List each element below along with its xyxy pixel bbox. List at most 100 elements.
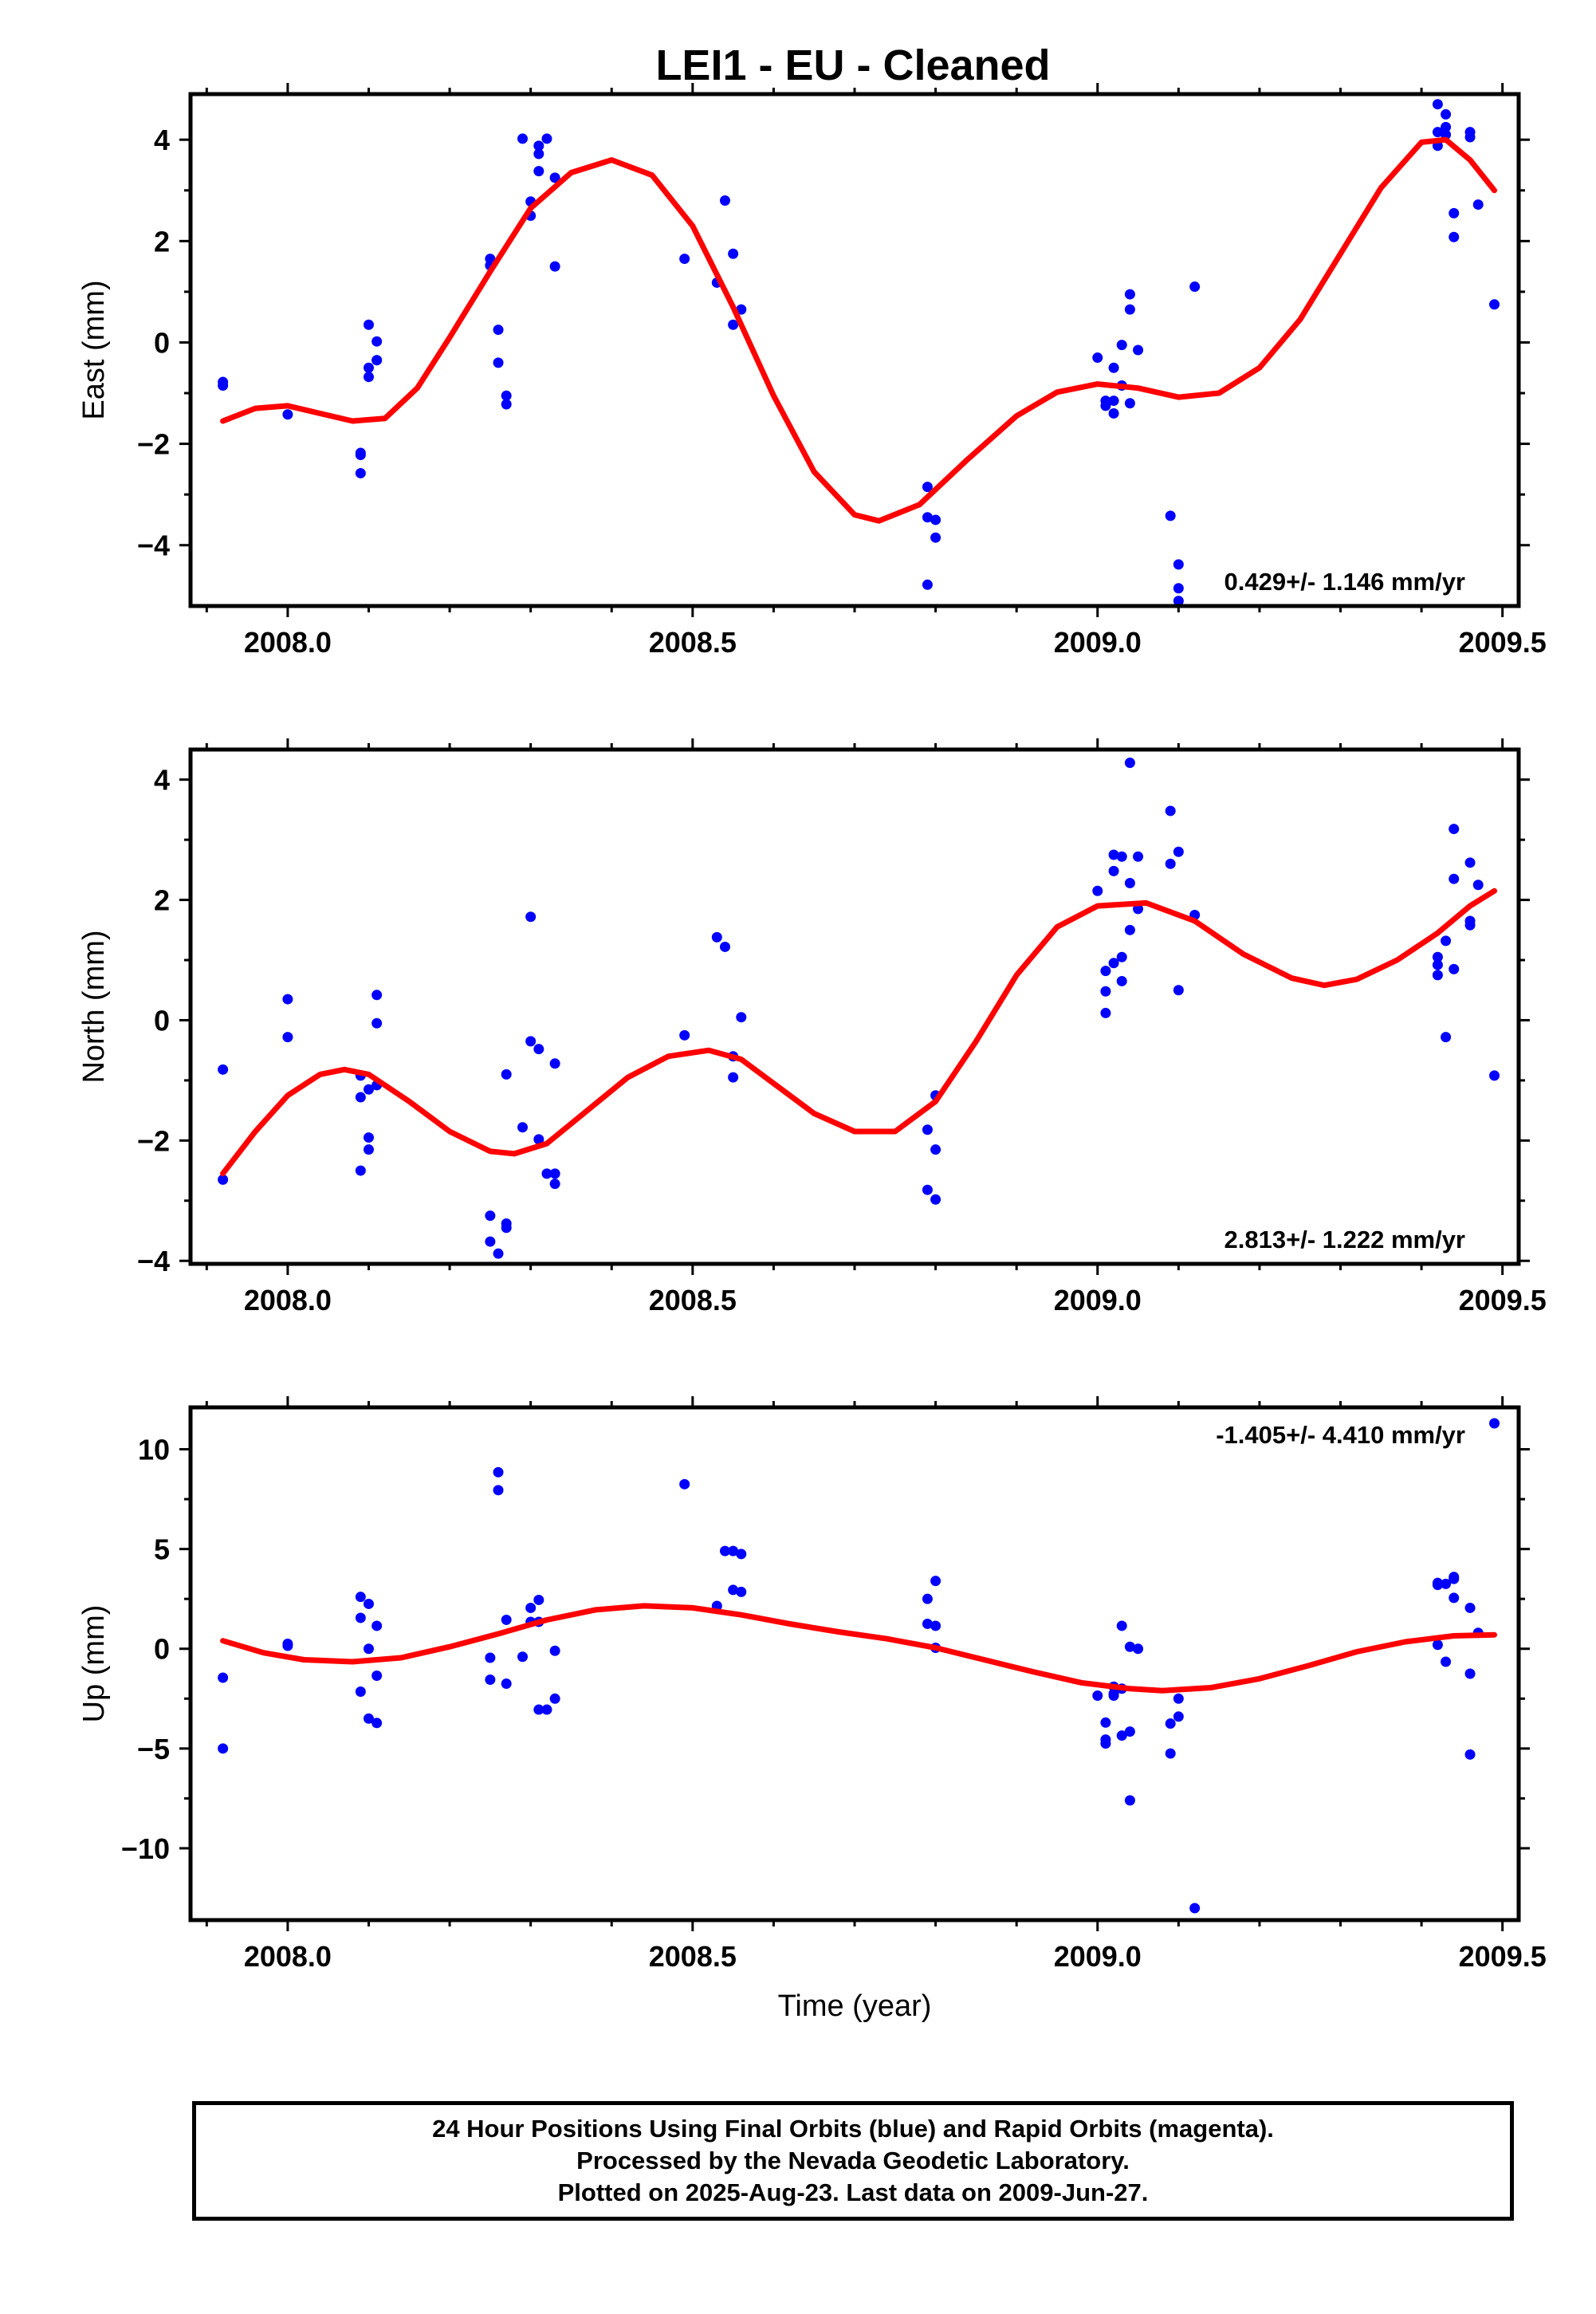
data-point [363,1643,374,1655]
data-point [1100,1738,1111,1749]
data-point [1449,1572,1460,1583]
data-point [549,261,560,272]
data-point [930,514,941,525]
x-tick-label: 2009.5 [1459,1940,1547,1973]
data-point [1432,127,1443,138]
data-point [736,304,747,315]
data-point [930,1620,941,1631]
data-point [922,579,933,590]
x-tick-label: 2009.0 [1054,1940,1142,1973]
data-point [1464,1668,1476,1679]
data-point [679,1029,690,1041]
gps-timeseries-figure: LEI1 - EU - Cleaned 2008.0 2008.5 2009.0 20… [77,41,1547,2023]
caption-line-3: Plotted on 2025-Aug-23. Last data on 200… [557,2178,1149,2206]
data-point [355,447,366,458]
data-point [679,1478,690,1490]
data-point [1464,1749,1476,1760]
data-point [371,1017,383,1029]
data-point [1441,935,1452,946]
x-tick-label: 2008.0 [244,1940,332,1973]
data-point [1124,1726,1135,1737]
rate-label: 0.429+/- 1.146 mm/yr [1225,568,1465,596]
data-point [1432,951,1443,962]
data-point [922,1124,933,1135]
data-point [1489,1070,1500,1081]
x-tick-label: 2008.5 [649,1940,737,1973]
data-point [371,355,383,366]
fit-curve [220,887,1497,1177]
data-point [549,1693,560,1704]
data-point [355,1165,366,1176]
data-point [371,990,383,1001]
data-point [1116,1620,1127,1631]
data-point [1124,289,1135,300]
data-point [1449,824,1460,835]
data-point [1100,986,1111,997]
data-point [1124,924,1135,935]
data-point [1432,959,1443,970]
data-point [525,911,537,923]
data-point [922,1184,933,1195]
north-panel: 2008.0 2008.5 2009.0 2009.5 −4 −2 0 2 4 North (mm… [77,738,1547,1316]
east-panel: 2008.0 2008.5 2009.0 2009.5 −4 −2 0 2 4 East (mm)… [77,83,1547,659]
data-point [728,1545,739,1556]
data-point [1116,851,1127,862]
data-point [922,1618,933,1629]
data-point [501,1068,512,1080]
data-point [1165,858,1176,869]
data-point [1124,1641,1135,1652]
data-point [736,1586,747,1597]
data-point [719,941,730,952]
data-point [1173,583,1184,594]
x-axis-label: Time (year) [778,1989,932,2023]
y-axis-label: North (mm) [77,930,111,1083]
data-point [1441,1656,1452,1667]
data-point [371,1718,383,1729]
data-point [679,254,690,265]
y-tick-label: 2 [154,884,170,917]
data-point [1124,304,1135,315]
data-point [1173,1693,1184,1704]
x-tick-label: 2008.5 [649,626,737,659]
data-point [1100,966,1111,977]
data-point [1472,199,1484,211]
x-tick-label: 2009.0 [1054,1284,1142,1316]
plot-frame [188,1405,1521,1922]
x-tick-label: 2008.0 [244,1284,332,1316]
y-axis-label: Up (mm) [77,1605,111,1723]
data-point [1092,885,1103,896]
data-point [1173,559,1184,570]
data-point [728,1584,739,1596]
data-point [1092,1690,1103,1702]
data-point [493,325,504,336]
data-point [719,1545,730,1556]
data-point [485,1652,496,1663]
data-point [355,1686,366,1698]
data-point [485,1210,496,1222]
x-tick-label: 2008.0 [244,626,332,659]
y-tick-label: −10 [121,1832,170,1865]
data-point [1133,1643,1144,1655]
data-point [1432,970,1443,981]
rate-label: -1.405+/- 4.410 mm/yr [1216,1421,1465,1449]
data-point [1124,1795,1135,1806]
data-point [922,512,933,523]
data-point [493,357,504,368]
x-tick-label: 2009.5 [1459,1284,1547,1316]
data-point [930,1576,941,1587]
y-tick-label: 0 [154,1633,170,1666]
data-point [1100,400,1111,411]
data-point [218,1743,229,1754]
data-point [533,1704,544,1715]
caption-box: 24 Hour Positions Using Final Orbits (bl… [192,2101,1514,2221]
y-tick-label: 2 [154,225,170,258]
data-point [533,1044,544,1055]
data-point [1133,344,1144,356]
data-point [355,1592,366,1603]
data-layer [218,99,1500,606]
data-point [485,1236,496,1247]
data-point [282,1640,293,1651]
data-point [1165,805,1176,817]
data-point [922,482,933,493]
data-point [533,148,544,159]
